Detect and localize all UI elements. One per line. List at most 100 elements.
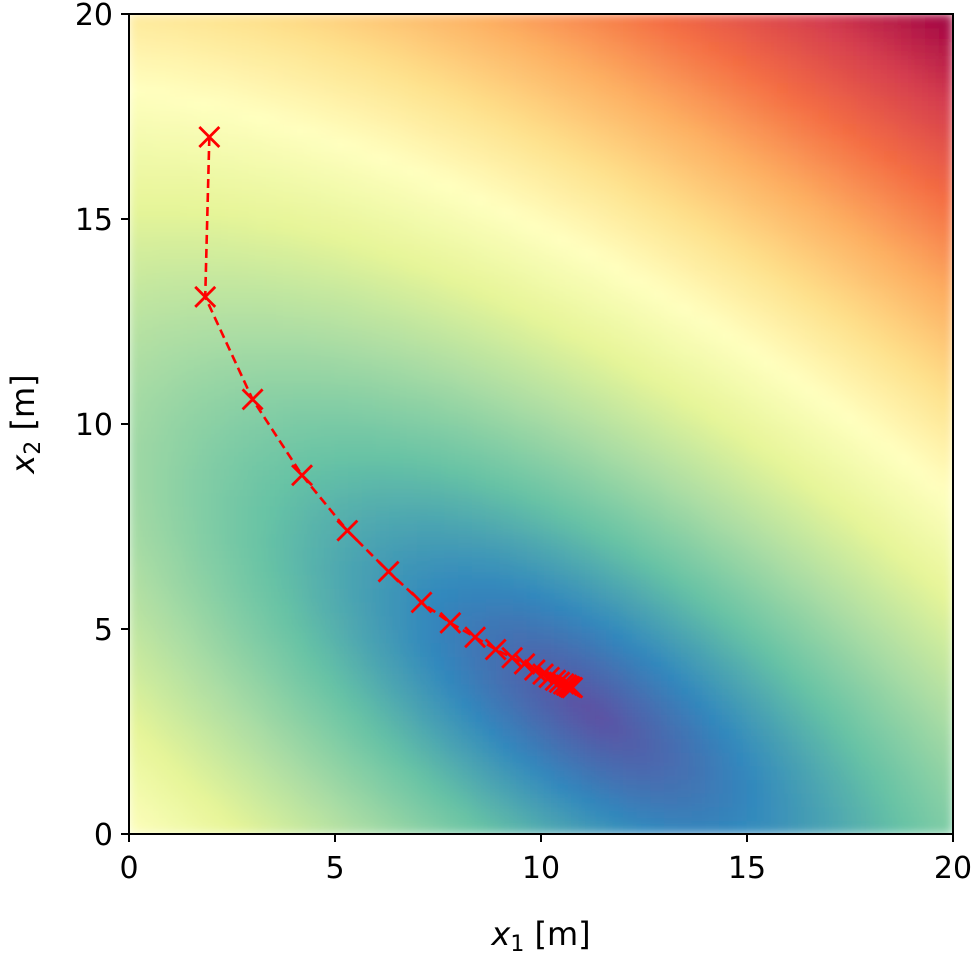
- contour-cell: [870, 491, 886, 507]
- contour-cell: [911, 792, 927, 808]
- contour-cell: [925, 368, 940, 384]
- contour-cell: [183, 68, 199, 84]
- contour-cell: [334, 122, 350, 138]
- contour-cell: [279, 95, 295, 111]
- contour-cell: [691, 614, 707, 630]
- contour-cell: [677, 751, 693, 767]
- contour-cell: [664, 696, 680, 712]
- contour-cell: [870, 423, 886, 439]
- contour-cell: [224, 614, 240, 630]
- contour-cell: [540, 710, 556, 726]
- contour-cell: [513, 382, 528, 398]
- contour-cell: [705, 327, 721, 343]
- contour-cell: [801, 450, 817, 466]
- contour-cell: [746, 95, 762, 111]
- contour-cell: [801, 68, 817, 84]
- contour-cell: [787, 191, 803, 207]
- contour-cell: [787, 218, 803, 234]
- contour-cell: [403, 409, 419, 425]
- contour-cell: [719, 81, 734, 97]
- contour-cell: [828, 81, 844, 97]
- contour-cell: [389, 218, 405, 234]
- contour-cell: [129, 710, 144, 726]
- contour-cell: [458, 40, 474, 56]
- contour-cell: [567, 232, 583, 248]
- contour-cell: [554, 382, 570, 398]
- contour-cell: [705, 136, 721, 152]
- contour-cell: [801, 792, 817, 808]
- contour-cell: [787, 491, 803, 507]
- contour-cell: [581, 14, 597, 29]
- contour-cell: [375, 437, 391, 453]
- contour-cell: [458, 478, 474, 494]
- contour-cell: [252, 478, 268, 494]
- contour-cell: [719, 409, 734, 425]
- contour-cell: [210, 409, 226, 425]
- contour-cell: [526, 560, 542, 576]
- contour-cell: [471, 464, 487, 480]
- contour-cell: [210, 792, 226, 808]
- contour-cell: [815, 724, 831, 740]
- contour-cell: [609, 327, 625, 343]
- contour-cell: [471, 232, 487, 248]
- contour-cell: [210, 163, 226, 179]
- contour-cell: [307, 382, 322, 398]
- contour-cell: [155, 204, 171, 220]
- contour-cell: [609, 109, 625, 125]
- contour-cell: [746, 368, 762, 384]
- path-marker: [532, 663, 555, 686]
- contour-cell: [719, 259, 734, 275]
- contour-cell: [567, 628, 583, 644]
- contour-cell: [252, 409, 268, 425]
- contour-cell: [238, 601, 254, 617]
- contour-cell: [458, 423, 474, 439]
- contour-cell: [664, 792, 680, 808]
- contour-cell: [485, 396, 501, 412]
- contour-cell: [856, 683, 872, 699]
- contour-cell: [870, 614, 886, 630]
- contour-cell: [801, 464, 817, 480]
- contour-cell: [348, 423, 364, 439]
- contour-cell: [705, 163, 721, 179]
- contour-cell: [348, 218, 364, 234]
- contour-cell: [499, 751, 515, 767]
- contour-cell: [293, 273, 309, 289]
- contour-cell: [526, 464, 542, 480]
- contour-cell: [430, 259, 446, 275]
- contour-cell: [815, 710, 831, 726]
- contour-cell: [334, 669, 350, 685]
- contour-cell: [925, 696, 940, 712]
- contour-cell: [828, 177, 844, 193]
- contour-cell: [636, 464, 652, 480]
- contour-cell: [293, 286, 309, 302]
- contour-cell: [361, 792, 377, 808]
- contour-cell: [925, 655, 940, 671]
- contour-cell: [348, 40, 364, 56]
- contour-cell: [265, 819, 281, 834]
- contour-cell: [375, 40, 391, 56]
- contour-cell: [485, 437, 501, 453]
- contour-cell: [155, 54, 171, 70]
- contour-cell: [169, 669, 185, 685]
- contour-cell: [760, 792, 776, 808]
- contour-cell: [719, 122, 734, 138]
- contour-cell: [458, 122, 474, 138]
- contour-cell: [197, 382, 213, 398]
- contour-cell: [567, 150, 583, 166]
- contour-cell: [403, 464, 419, 480]
- contour-cell: [773, 341, 789, 357]
- contour-cell: [925, 505, 940, 521]
- contour-cell: [458, 204, 474, 220]
- contour-cell: [664, 546, 680, 562]
- contour-cell: [567, 614, 583, 630]
- contour-cell: [224, 191, 240, 207]
- contour-cell: [265, 491, 281, 507]
- contour-cell: [787, 273, 803, 289]
- contour-cell: [677, 423, 693, 439]
- contour-cell: [513, 696, 528, 712]
- contour-cell: [389, 136, 405, 152]
- contour-cell: [499, 710, 515, 726]
- contour-cell: [870, 68, 886, 84]
- contour-cell: [210, 765, 226, 781]
- contour-cell: [719, 368, 734, 384]
